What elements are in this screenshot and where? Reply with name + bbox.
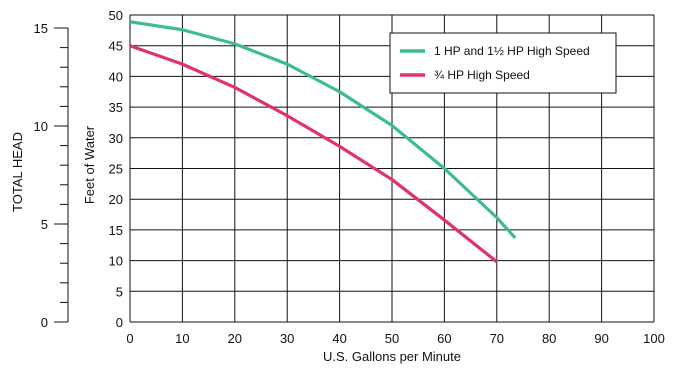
- y-tick-label: 20: [109, 192, 123, 207]
- x-tick-label: 70: [490, 331, 504, 346]
- legend-box: [389, 32, 617, 94]
- y-tick-label: 40: [109, 69, 123, 84]
- x-tick-label: 30: [280, 331, 294, 346]
- x-axis-title: U.S. Gallons per Minute: [323, 349, 461, 364]
- y2-axis-title: TOTAL HEAD: [10, 132, 25, 212]
- y2-tick-label: 5: [41, 217, 48, 232]
- x-tick-label: 0: [126, 331, 133, 346]
- series-line-0: [129, 20, 517, 239]
- y2-tick-label: 10: [34, 119, 48, 134]
- y-tick-label: 5: [116, 284, 123, 299]
- x-tick-label: 50: [385, 331, 399, 346]
- x-tick-label: 40: [332, 331, 346, 346]
- x-tick-label: 90: [594, 331, 608, 346]
- legend-label-1: ¾ HP High Speed: [434, 68, 530, 82]
- x-tick-label: 100: [643, 331, 665, 346]
- y-tick-label: 10: [109, 254, 123, 269]
- y-axis-title: Feet of Water: [82, 125, 97, 204]
- y-tick-label: 0: [116, 315, 123, 330]
- y2-tick-label: 15: [34, 21, 48, 36]
- x-tick-label: 80: [542, 331, 556, 346]
- x-tick-label: 60: [437, 331, 451, 346]
- x-tick-label: 20: [228, 331, 242, 346]
- y-tick-label: 45: [109, 39, 123, 54]
- y-tick-label: 30: [109, 131, 123, 146]
- y-tick-label: 25: [109, 162, 123, 177]
- x-tick-label: 10: [175, 331, 189, 346]
- series-line-1: [129, 44, 498, 264]
- y2-tick-label: 0: [41, 315, 48, 330]
- y-tick-label: 35: [109, 100, 123, 115]
- legend-label-0: 1 HP and 1½ HP High Speed: [434, 44, 590, 58]
- y-tick-label: 15: [109, 223, 123, 238]
- y-tick-label: 50: [109, 8, 123, 23]
